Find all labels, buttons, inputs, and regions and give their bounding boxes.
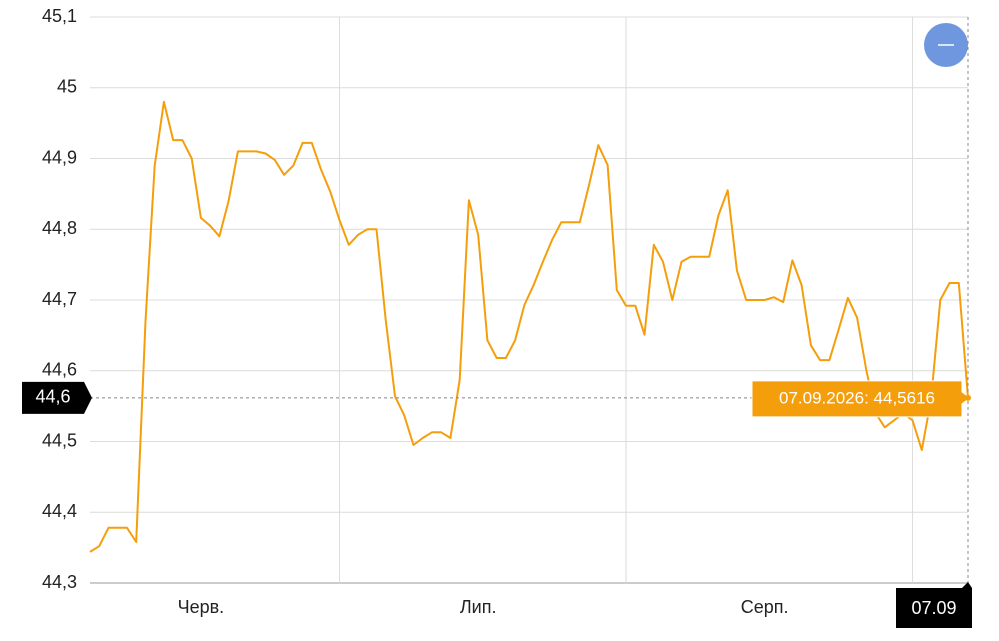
x-tick-label: Лип. — [460, 597, 497, 617]
hover-point — [965, 394, 971, 401]
x-crosshair-label-bg — [896, 582, 972, 628]
y-tick-label: 44,6 — [42, 360, 77, 380]
tooltip-text: 07.09.2026: 44,5616 — [779, 388, 935, 407]
y-tick-label: 44,8 — [42, 218, 77, 238]
x-crosshair-label: 07.09 — [911, 598, 956, 618]
data-line — [89, 100, 969, 553]
y-tick-label: 44,3 — [42, 572, 77, 592]
y-crosshair-label-bg — [22, 381, 92, 414]
zoom-out-button[interactable] — [924, 23, 968, 67]
y-tick-label: 44,7 — [42, 289, 77, 309]
y-tick-label: 44,5 — [42, 430, 77, 450]
grid — [90, 16, 968, 584]
y-tick-label: 44,9 — [42, 147, 77, 167]
y-tick-label: 45,1 — [42, 6, 77, 26]
x-tick-label: Черв. — [178, 597, 225, 617]
tooltip-bg — [751, 380, 971, 418]
x-tick-label: Серп. — [741, 597, 789, 617]
y-tick-label: 44,4 — [42, 501, 77, 521]
y-tick-label: 45 — [57, 77, 77, 97]
y-crosshair-label: 44,6 — [35, 387, 70, 407]
